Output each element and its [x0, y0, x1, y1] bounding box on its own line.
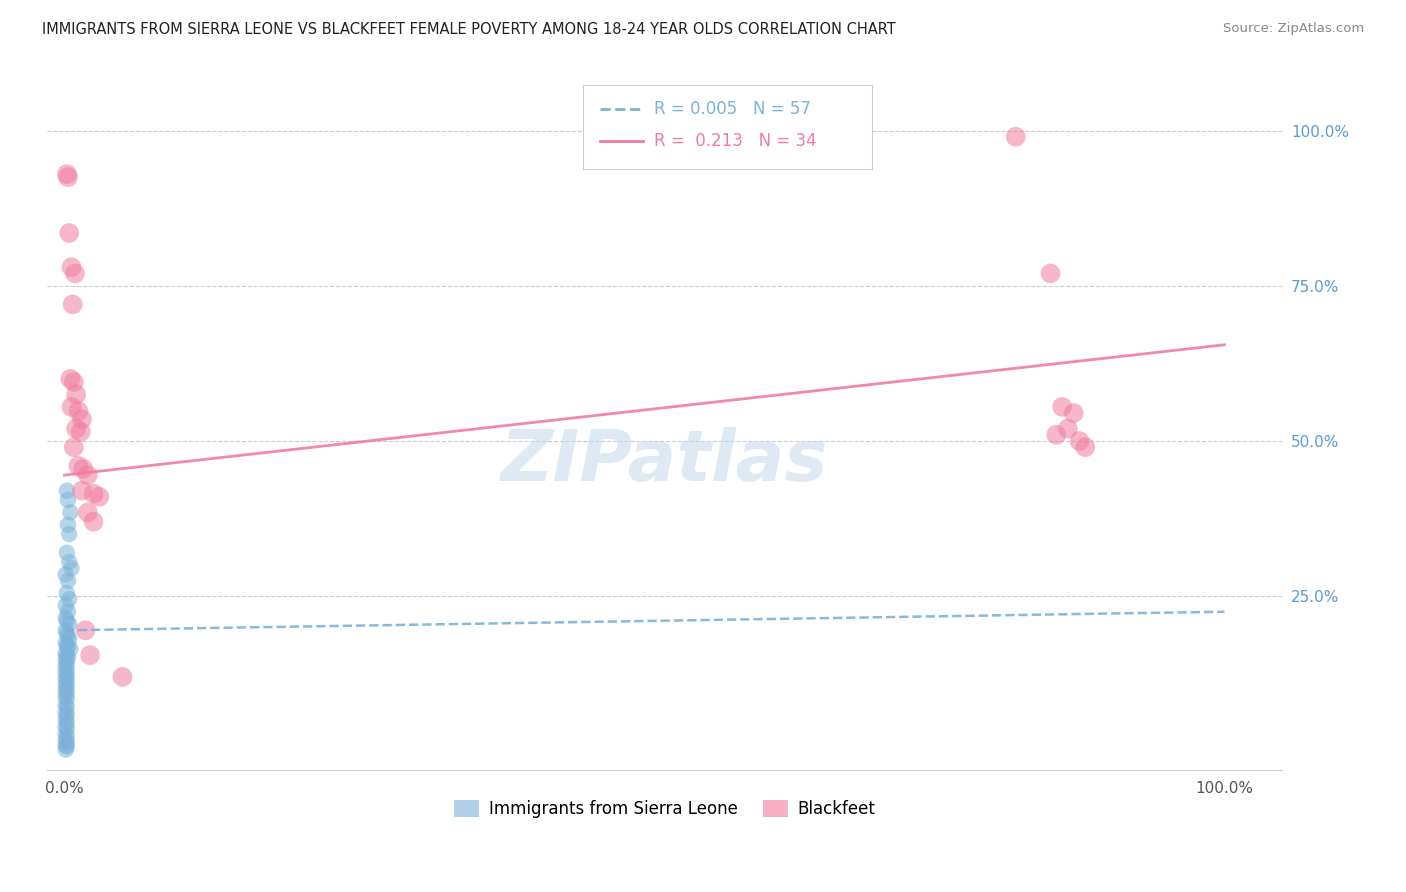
Point: [75, 624, 97, 638]
Point: [56, 735, 79, 749]
Point: [55, 733, 77, 747]
Point: [1050, 400, 1073, 414]
Point: [83, 487, 105, 501]
Legend: Immigrants from Sierra Leone, Blackfeet: Immigrants from Sierra Leone, Blackfeet: [447, 793, 883, 825]
Point: [56, 739, 79, 754]
Point: [76, 505, 98, 519]
Point: [56, 707, 79, 722]
Point: [70, 483, 93, 498]
Point: [58, 617, 80, 632]
Point: [72, 462, 94, 476]
Point: [83, 515, 105, 529]
Point: [60, 260, 83, 275]
Point: [56, 626, 79, 640]
Point: [70, 412, 93, 426]
Point: [55, 720, 77, 734]
Point: [56, 546, 79, 560]
Point: [56, 691, 79, 706]
Point: [58, 226, 80, 240]
Point: [55, 690, 77, 704]
Point: [56, 654, 79, 668]
Point: [56, 492, 79, 507]
Point: [56, 650, 79, 665]
Point: [89, 490, 111, 504]
Point: [67, 458, 90, 473]
Point: [56, 699, 79, 714]
Point: [60, 400, 83, 414]
Point: [58, 592, 80, 607]
Point: [58, 527, 80, 541]
Point: [76, 468, 98, 483]
Point: [55, 683, 77, 698]
Point: [56, 574, 79, 588]
Point: [55, 712, 77, 726]
Point: [1074, 440, 1097, 454]
Point: [56, 639, 79, 653]
Point: [58, 632, 80, 647]
Text: ZIPatlas: ZIPatlas: [501, 427, 828, 496]
Point: [63, 266, 86, 280]
Text: R =  0.213   N = 34: R = 0.213 N = 34: [654, 132, 817, 150]
Point: [56, 630, 79, 644]
Point: [56, 167, 79, 181]
Point: [56, 721, 79, 735]
Point: [59, 505, 82, 519]
Point: [1004, 129, 1026, 144]
Point: [55, 567, 77, 582]
Point: [56, 614, 79, 628]
Point: [55, 738, 77, 752]
Point: [56, 729, 79, 743]
Point: [55, 677, 77, 691]
Text: Source: ZipAtlas.com: Source: ZipAtlas.com: [1223, 22, 1364, 36]
Point: [60, 561, 83, 575]
Point: [56, 714, 79, 729]
Point: [56, 640, 79, 654]
Point: [55, 698, 77, 712]
Point: [1063, 406, 1085, 420]
Point: [59, 642, 82, 657]
Point: [56, 648, 79, 662]
Point: [111, 670, 134, 684]
Text: IMMIGRANTS FROM SIERRA LEONE VS BLACKFEET FEMALE POVERTY AMONG 18-24 YEAR OLDS C: IMMIGRANTS FROM SIERRA LEONE VS BLACKFEE…: [42, 22, 896, 37]
Point: [1045, 427, 1067, 442]
Point: [55, 652, 77, 666]
Point: [55, 727, 77, 741]
Point: [67, 404, 90, 418]
Point: [56, 673, 79, 687]
Point: [55, 646, 77, 660]
Point: [56, 685, 79, 699]
Point: [62, 297, 84, 311]
Point: [56, 483, 79, 498]
Point: [55, 611, 77, 625]
Point: [55, 658, 77, 673]
Point: [69, 425, 91, 439]
Point: [65, 387, 87, 401]
Point: [55, 742, 77, 756]
Point: [56, 679, 79, 693]
Point: [65, 421, 87, 435]
Point: [56, 666, 79, 681]
Point: [79, 648, 101, 662]
Point: [55, 665, 77, 679]
Point: [55, 706, 77, 720]
Point: [59, 372, 82, 386]
Text: R = 0.005   N = 57: R = 0.005 N = 57: [654, 100, 811, 118]
Point: [1057, 421, 1080, 435]
Point: [56, 517, 79, 532]
Point: [55, 599, 77, 613]
Point: [56, 586, 79, 600]
Point: [56, 170, 79, 185]
Point: [55, 624, 77, 638]
Point: [63, 440, 86, 454]
Point: [55, 671, 77, 685]
Point: [1039, 266, 1062, 280]
Point: [63, 375, 86, 389]
Point: [1069, 434, 1091, 448]
Point: [56, 605, 79, 619]
Point: [56, 660, 79, 674]
Point: [55, 636, 77, 650]
Point: [58, 555, 80, 569]
